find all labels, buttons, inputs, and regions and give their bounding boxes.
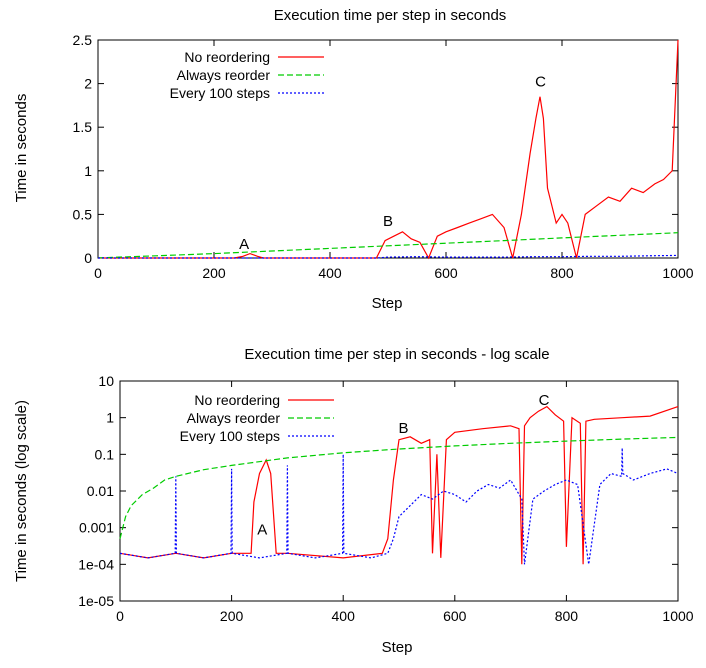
y-axis-label: Time in seconds (log scale) [13,400,30,582]
x-tick-label: 400 [332,608,356,624]
annotation-layer: A B C [257,392,549,538]
y-tick-label: 1.5 [73,119,93,135]
annotation-label: A [257,522,267,539]
legend: No reordering Always reorder Every 100 ste… [180,392,334,444]
y-tick-label: 1e-05 [78,593,114,609]
legend-label: Always reorder [177,67,271,83]
legend-label: No reordering [184,49,270,65]
x-axis-label: Step [382,639,413,656]
series-layer [97,39,679,260]
y-tick-label: 0 [84,250,92,266]
series-line-no-reordering [119,405,679,565]
legend: No reordering Always reorder Every 100 ste… [170,49,324,101]
series-line-every-100-steps [119,447,679,565]
annotation-label: A [239,236,249,253]
x-tick-label: 600 [434,265,458,281]
x-tick-label: 1000 [662,265,693,281]
chart-title: Execution time per step in seconds - log… [244,346,549,363]
y-tick-label: 0.5 [73,206,93,222]
y-tick-label: 0.001 [79,520,114,536]
linear-chart: Execution time per step in seconds Time … [13,7,694,312]
legend-label: Always reorder [187,410,281,426]
x-tick-label: 200 [202,265,226,281]
y-tick-label: 1 [106,410,114,426]
series-line-always-reorder [97,232,679,259]
x-axis-label: Step [372,295,403,312]
x-tick-label: 800 [550,265,574,281]
y-tick-label: 2 [84,76,92,92]
annotation-label: C [535,74,546,91]
x-tick-label: 800 [555,608,579,624]
annotation-label: B [398,420,408,437]
y-tick-label: 1 [84,163,92,179]
plot-frame [97,39,679,259]
annotation-layer: A B C [239,74,546,253]
y-tick-label: 0.01 [87,483,114,499]
x-tick-label: 200 [220,608,244,624]
x-tick-label: 1000 [662,608,693,624]
y-tick-label: 0.1 [95,446,115,462]
y-tick-label: 2.5 [73,32,93,48]
annotation-label: B [383,213,393,230]
legend-label: No reordering [194,392,280,408]
legend-label: Every 100 steps [170,85,270,101]
legend-label: Every 100 steps [180,428,280,444]
series-layer [119,405,679,565]
y-axis-label: Time in seconds [13,94,30,203]
x-tick-label: 0 [94,265,102,281]
series-line-always-reorder [119,436,679,539]
annotation-label: C [539,392,550,409]
x-tick-label: 600 [443,608,467,624]
y-tick-label: 10 [98,373,114,389]
chart-title: Execution time per step in seconds [274,7,507,24]
x-tick-label: 400 [318,265,342,281]
axis-ticks: 0 200 400 600 800 1000 10 1 0.1 0.01 0.001 1e-04 1e-… [78,373,694,624]
series-line-every-100-steps [98,254,679,259]
y-tick-label: 1e-04 [78,556,114,572]
x-tick-label: 0 [116,608,124,624]
log-chart: Execution time per step in seconds - log… [13,346,694,656]
